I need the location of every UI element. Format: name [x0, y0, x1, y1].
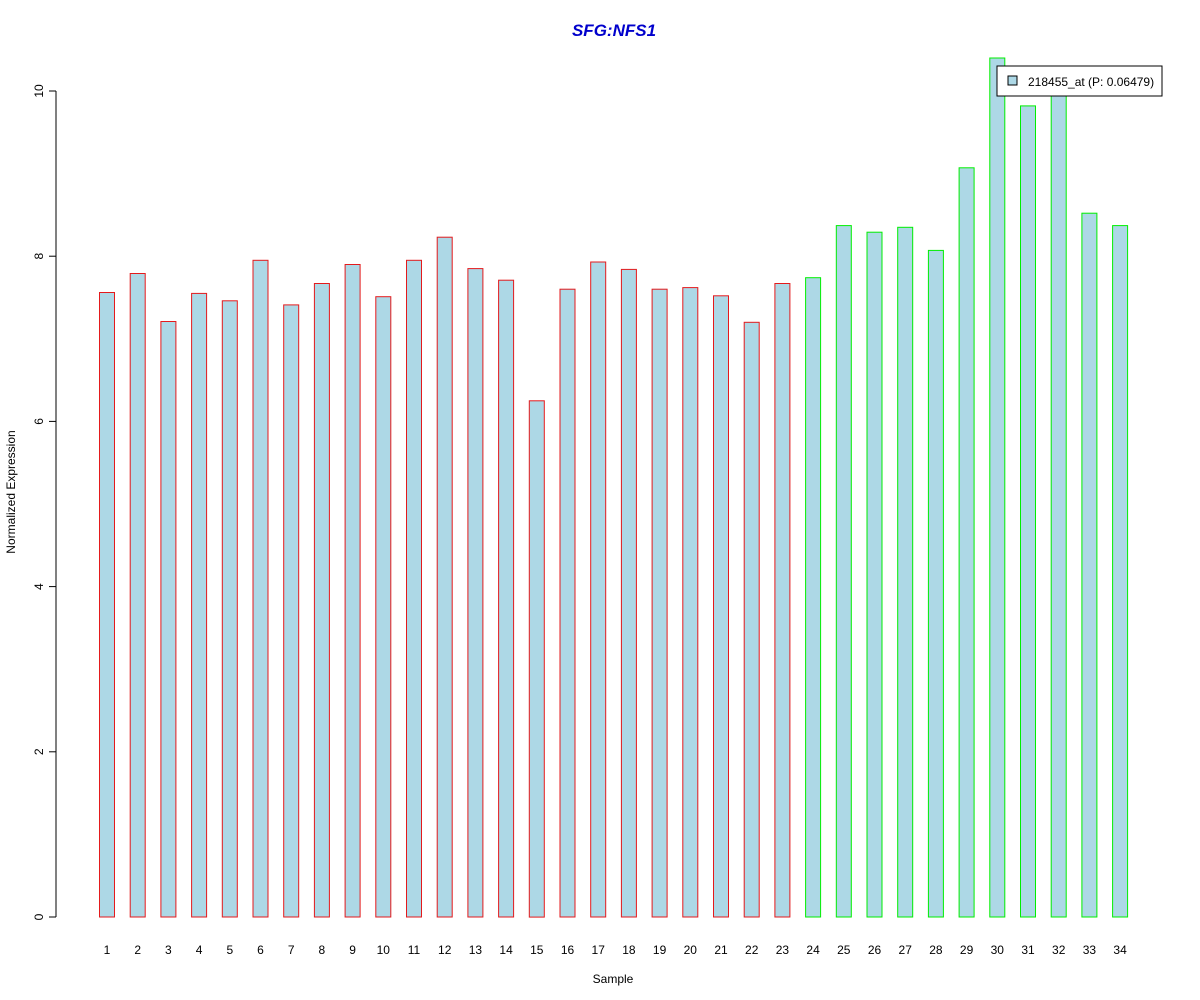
x-tick-label: 32 [1052, 943, 1066, 957]
x-tick-label: 23 [776, 943, 790, 957]
bar-sample-26 [866, 231, 883, 918]
x-tick-label: 18 [622, 943, 636, 957]
x-tick-labels: 1 2 3 4 5 6 7 8 9 10 11 12 13 14 15 16 17 18 19 20 21 22 23 24 2… [104, 943, 1127, 957]
legend: 218455_at (P: 0.06479) [996, 65, 1163, 97]
legend-box [996, 65, 1163, 97]
bar-sample-28 [927, 249, 944, 918]
bar-sample-14 [498, 279, 515, 918]
bar-sample-22 [743, 321, 760, 918]
bar-sample-25 [835, 225, 852, 918]
y-axis-label: Normalized Expression [4, 430, 18, 553]
x-tick-label: 13 [469, 943, 483, 957]
x-tick-label: 26 [868, 943, 882, 957]
bar-sample-29 [958, 167, 975, 918]
bar-sample-13 [467, 268, 484, 918]
x-tick-label: 20 [684, 943, 698, 957]
x-tick-label: 17 [592, 943, 606, 957]
x-tick-label: 5 [226, 943, 233, 957]
bar-sample-27 [897, 226, 914, 918]
bar-sample-19 [651, 288, 668, 918]
bar-sample-3 [160, 321, 177, 918]
x-tick-label: 3 [165, 943, 172, 957]
bar-sample-1 [99, 292, 115, 918]
bar-sample-5 [221, 300, 238, 918]
y-tick-label: 2 [32, 748, 46, 755]
bar-sample-30 [989, 57, 1006, 918]
bar-sample-8 [313, 283, 330, 918]
x-tick-label: 25 [837, 943, 851, 957]
x-tick-label: 28 [929, 943, 943, 957]
x-tick-label: 9 [349, 943, 356, 957]
chart-title: SFG:NFS1 [572, 21, 656, 40]
bar-sample-33 [1081, 212, 1098, 918]
bar-sample-20 [682, 287, 699, 918]
x-tick-label: 33 [1083, 943, 1097, 957]
bar-sample-10 [375, 296, 392, 918]
y-tick-label: 10 [32, 84, 46, 98]
x-tick-label: 12 [438, 943, 452, 957]
bar-sample-31 [1020, 105, 1036, 918]
y-axis: 0 2 4 6 8 10 [32, 84, 57, 920]
bars [99, 57, 1129, 918]
x-tick-label: 21 [714, 943, 728, 957]
y-tick-label: 4 [32, 583, 46, 590]
x-tick-label: 8 [319, 943, 326, 957]
bar-sample-7 [283, 304, 300, 918]
bar-sample-21 [713, 295, 729, 918]
bar-sample-4 [191, 292, 208, 918]
legend-swatch [1007, 75, 1018, 86]
bar-sample-17 [590, 261, 607, 918]
bar-sample-11 [406, 259, 422, 918]
x-tick-label: 24 [806, 943, 820, 957]
bar-sample-24 [805, 277, 822, 918]
y-tick-label: 6 [32, 418, 46, 425]
x-tick-label: 4 [196, 943, 203, 957]
x-tick-label: 27 [899, 943, 913, 957]
bar-sample-6 [252, 259, 269, 918]
bar-sample-15 [528, 400, 545, 918]
x-tick-label: 10 [377, 943, 391, 957]
y-tick-label: 0 [32, 913, 46, 920]
bar-sample-32 [1050, 90, 1067, 918]
x-tick-label: 19 [653, 943, 667, 957]
legend-label: 218455_at (P: 0.06479) [1028, 75, 1154, 89]
bar-sample-18 [620, 268, 637, 918]
bar-sample-34 [1112, 225, 1129, 918]
x-tick-label: 16 [561, 943, 575, 957]
bar-sample-23 [774, 283, 791, 918]
bar-sample-2 [129, 273, 146, 918]
bar-sample-12 [436, 236, 453, 918]
x-tick-label: 14 [499, 943, 513, 957]
bar-sample-9 [344, 264, 361, 918]
x-tick-label: 29 [960, 943, 974, 957]
x-tick-label: 2 [134, 943, 141, 957]
y-tick-label: 8 [32, 253, 46, 260]
x-tick-label: 6 [257, 943, 264, 957]
x-tick-label: 7 [288, 943, 295, 957]
x-axis-label: Sample [593, 972, 634, 986]
x-tick-label: 11 [408, 943, 421, 957]
x-tick-label: 31 [1021, 943, 1035, 957]
x-tick-label: 15 [530, 943, 544, 957]
x-tick-label: 34 [1113, 943, 1127, 957]
x-tick-label: 1 [104, 943, 111, 957]
bar-sample-16 [559, 288, 576, 918]
x-tick-label: 30 [991, 943, 1005, 957]
x-tick-label: 22 [745, 943, 759, 957]
